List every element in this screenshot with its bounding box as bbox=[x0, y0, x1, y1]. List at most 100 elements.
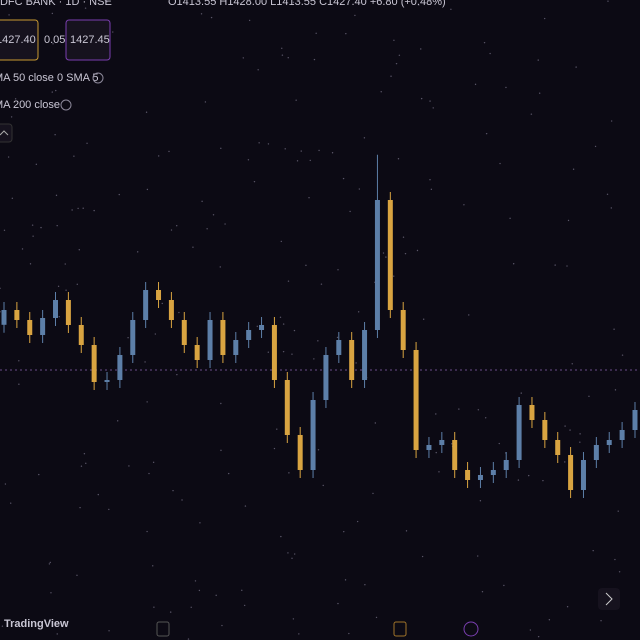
dot bbox=[313, 358, 315, 360]
dot bbox=[485, 132, 488, 135]
candle-body bbox=[246, 330, 252, 340]
dot bbox=[505, 86, 507, 89]
dot bbox=[53, 103, 56, 106]
dot bbox=[93, 209, 95, 212]
dot bbox=[579, 441, 581, 443]
dot bbox=[567, 219, 570, 222]
dot bbox=[64, 263, 66, 265]
dot bbox=[538, 92, 541, 94]
dot bbox=[187, 638, 190, 640]
dot bbox=[253, 180, 256, 183]
dot bbox=[588, 395, 590, 398]
dot bbox=[54, 134, 56, 136]
dot bbox=[317, 449, 320, 451]
candle-body bbox=[14, 310, 20, 320]
dot bbox=[116, 420, 119, 422]
candle-body bbox=[271, 325, 277, 380]
dot bbox=[82, 207, 84, 209]
dot bbox=[296, 160, 299, 162]
event-icon[interactable] bbox=[463, 621, 479, 637]
dot bbox=[106, 1, 108, 3]
spread: 0.05 bbox=[44, 34, 65, 46]
dot bbox=[220, 402, 222, 405]
sell-button[interactable] bbox=[0, 19, 39, 61]
candle-body bbox=[555, 440, 561, 455]
candle-body bbox=[310, 400, 316, 470]
dot bbox=[430, 188, 433, 191]
buy-button[interactable] bbox=[65, 19, 111, 61]
dot bbox=[566, 606, 569, 608]
dot bbox=[194, 580, 197, 582]
dot bbox=[281, 54, 284, 56]
candle-body bbox=[452, 440, 458, 470]
dot bbox=[520, 392, 522, 394]
dot bbox=[65, 289, 67, 291]
dot bbox=[256, 325, 259, 328]
dot bbox=[607, 0, 609, 2]
dot bbox=[14, 98, 17, 100]
candle-body bbox=[387, 200, 393, 310]
dot bbox=[600, 620, 602, 622]
dot bbox=[429, 179, 431, 181]
dot bbox=[554, 264, 556, 266]
dot bbox=[345, 32, 347, 35]
dot bbox=[420, 48, 422, 50]
dot bbox=[315, 32, 317, 35]
dot bbox=[169, 611, 172, 613]
dot bbox=[606, 193, 609, 195]
dot bbox=[357, 311, 360, 313]
dot bbox=[530, 113, 533, 115]
dot bbox=[79, 506, 81, 509]
dot bbox=[395, 62, 398, 65]
dot bbox=[108, 508, 110, 511]
dot bbox=[71, 209, 73, 211]
dot bbox=[614, 558, 616, 561]
visibility-icon[interactable] bbox=[92, 72, 104, 84]
ohlc-line: O1413.55 H1428.00 L1413.55 C1427.40 +6.8… bbox=[168, 0, 446, 8]
dot bbox=[242, 57, 245, 59]
dot bbox=[528, 474, 530, 477]
dot bbox=[176, 225, 178, 227]
dot bbox=[267, 351, 270, 353]
dot bbox=[267, 143, 270, 145]
dot bbox=[257, 69, 259, 71]
dot bbox=[219, 266, 221, 268]
dot bbox=[224, 223, 226, 225]
chevron-icon bbox=[0, 130, 9, 136]
event-icon[interactable] bbox=[393, 621, 407, 637]
dot bbox=[438, 471, 440, 473]
candle-body bbox=[65, 300, 71, 325]
dot bbox=[108, 630, 110, 632]
dot bbox=[463, 204, 465, 206]
symbol: HDFC BANK · 1D · NSE bbox=[0, 0, 112, 8]
candle-body bbox=[529, 405, 535, 420]
dot bbox=[1, 625, 4, 627]
dot bbox=[49, 561, 51, 564]
dot bbox=[244, 505, 247, 507]
dot bbox=[402, 236, 405, 238]
dot bbox=[78, 249, 80, 251]
dot bbox=[220, 147, 222, 150]
dot bbox=[288, 472, 290, 474]
visibility-icon[interactable] bbox=[60, 99, 72, 111]
dot bbox=[422, 318, 425, 320]
dot bbox=[393, 39, 395, 41]
dot bbox=[320, 283, 323, 285]
dot bbox=[84, 7, 87, 9]
dot bbox=[571, 363, 573, 365]
dot bbox=[450, 8, 452, 11]
dot bbox=[0, 287, 1, 290]
dot bbox=[614, 389, 617, 391]
dot bbox=[58, 315, 60, 318]
dot bbox=[458, 408, 460, 410]
dot bbox=[435, 451, 437, 454]
dot bbox=[575, 66, 577, 68]
scroll-button[interactable] bbox=[598, 588, 620, 610]
dot bbox=[247, 159, 250, 161]
dot bbox=[11, 197, 14, 199]
dot bbox=[220, 449, 222, 452]
event-icon[interactable] bbox=[156, 621, 170, 637]
dot bbox=[342, 177, 345, 180]
dot bbox=[429, 100, 431, 102]
